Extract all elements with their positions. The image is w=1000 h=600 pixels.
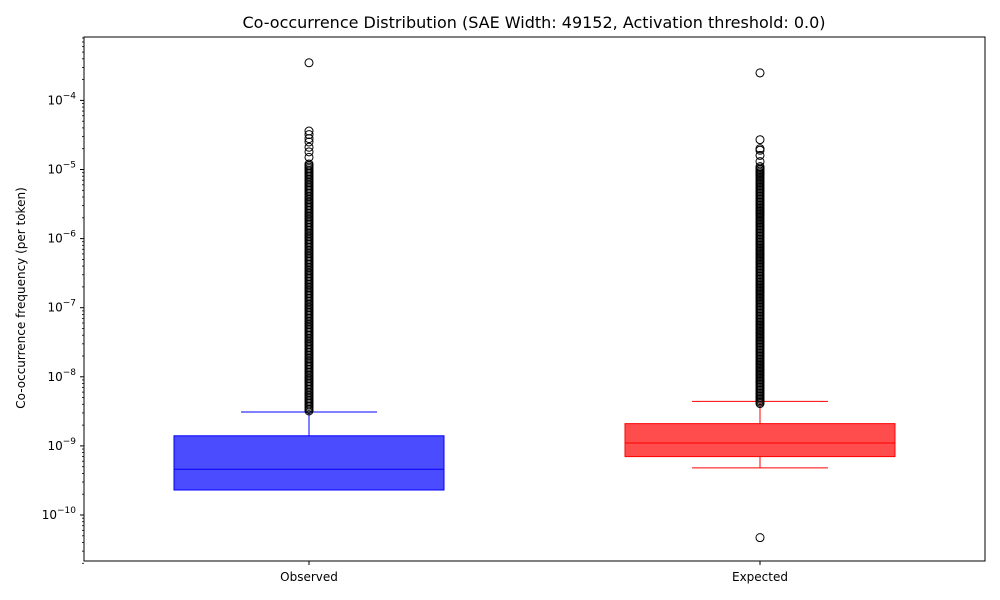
y-tick-label: 10−4 xyxy=(47,91,76,107)
y-axis-label: Co-occurrence frequency (per token) xyxy=(14,187,28,408)
outlier-point xyxy=(755,68,765,78)
y-tick-label: 10−7 xyxy=(47,299,76,315)
y-tick-label: 10−8 xyxy=(47,368,76,384)
plot-frame xyxy=(83,36,986,562)
outlier-point xyxy=(755,533,765,543)
outlier-point xyxy=(304,152,314,162)
outlier-point xyxy=(755,135,765,145)
outlier-point xyxy=(304,137,314,147)
outlier-point xyxy=(755,150,765,160)
outlier-point xyxy=(304,147,314,157)
y-tick-label: 10−5 xyxy=(47,161,76,177)
x-tick-label: Expected xyxy=(732,570,788,584)
y-tick-label: 10−10 xyxy=(42,506,77,522)
outlier-point xyxy=(755,162,765,172)
box-expected xyxy=(624,423,896,458)
y-tick-label: 10−9 xyxy=(47,437,76,453)
plot-area: 10−10 10−9 10−8 10−7 10−6 10−5 10−4 Observed Exp… xyxy=(42,36,986,584)
y-tick-label: 10−6 xyxy=(47,230,76,246)
outlier-point xyxy=(304,126,314,136)
outlier-point xyxy=(304,142,314,152)
outlier-point xyxy=(304,159,314,169)
outlier-point xyxy=(755,144,765,154)
x-tick-label: Observed xyxy=(280,570,338,584)
outlier-point xyxy=(304,58,314,68)
outlier-point xyxy=(304,130,314,140)
chart-title: Co-occurrence Distribution (SAE Width: 4… xyxy=(242,13,825,32)
outlier-point xyxy=(755,157,765,167)
box-observed xyxy=(173,435,445,491)
